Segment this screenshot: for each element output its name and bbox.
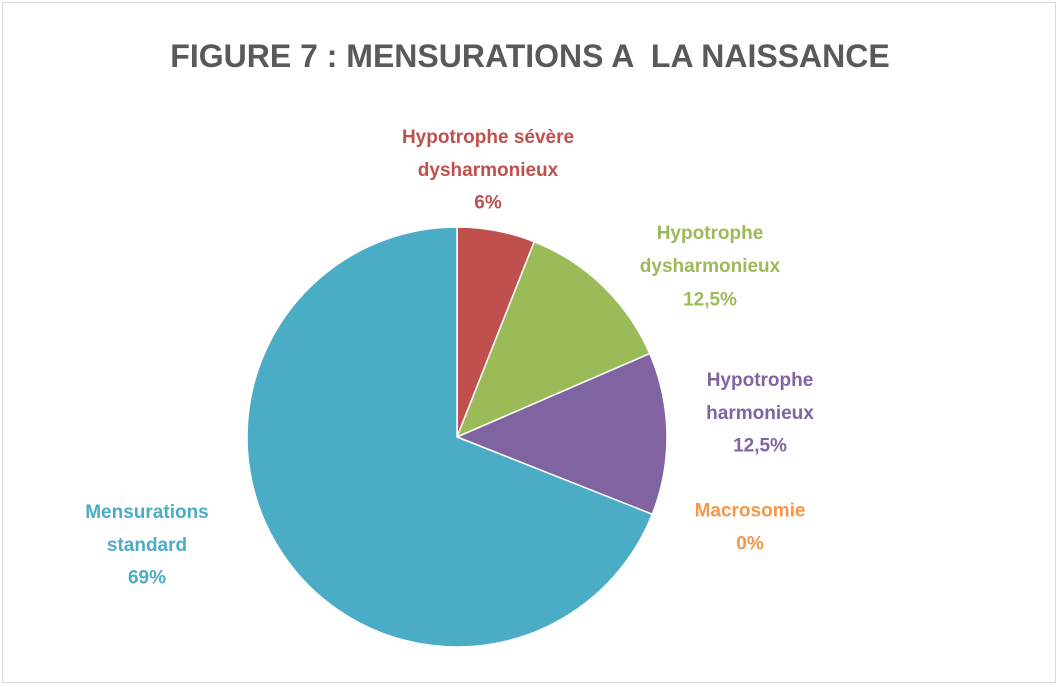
slice-label: Hypotrophe harmonieux (706, 370, 814, 424)
value-label: 12,5% (733, 435, 787, 457)
value-label: 0% (736, 533, 764, 555)
slice-label: Mensurations standard (85, 502, 209, 556)
value-label: 69% (127, 567, 167, 589)
slice-label: Hypotrophe sévère dysharmonieux (401, 127, 575, 181)
value-label: 12,5% (683, 289, 737, 311)
value-label: 6% (474, 192, 502, 214)
chart-title: FIGURE 7 : MENSURATIONS A LA NAISSANCE (170, 38, 890, 74)
pie-slice (455, 240, 651, 439)
pie-slice (246, 226, 654, 648)
pie-slice (455, 352, 668, 516)
slice-label: Hypotrophe dysharmonieux (639, 223, 781, 277)
slice-label: Macrosomie (694, 500, 806, 522)
